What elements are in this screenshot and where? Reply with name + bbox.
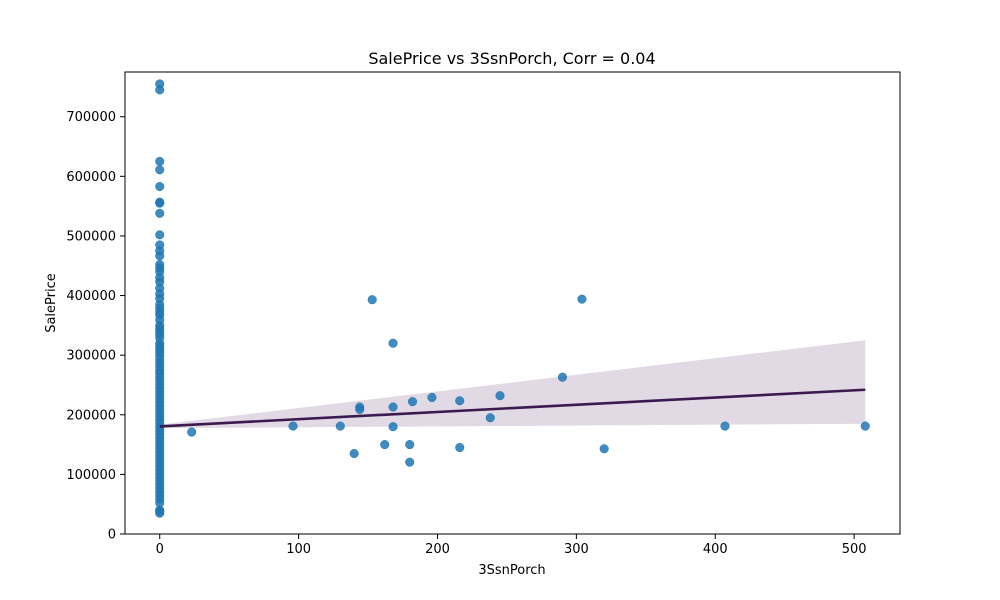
data-point	[349, 448, 359, 459]
data-point	[860, 421, 870, 431]
data-point	[388, 338, 398, 348]
y-tick-label: 300000	[66, 349, 116, 364]
y-tick-label: 0	[108, 528, 116, 543]
y-tick-label: 400000	[66, 289, 116, 304]
data-point	[155, 230, 165, 240]
x-axis-title: 3SsnPorch	[478, 563, 545, 578]
y-tick-label: 700000	[66, 110, 116, 125]
y-tick-label: 600000	[66, 170, 116, 185]
plot-area	[155, 79, 870, 518]
data-point	[557, 372, 568, 382]
data-point	[407, 397, 418, 407]
y-tick-label: 100000	[66, 468, 116, 483]
x-tick-label: 400	[703, 542, 728, 557]
data-point	[335, 421, 345, 431]
x-tick-label: 0	[156, 542, 164, 557]
data-point	[455, 396, 465, 406]
data-point	[155, 181, 165, 192]
data-point	[155, 508, 165, 518]
y-tick-label: 500000	[66, 229, 116, 244]
plot-frame	[124, 71, 901, 535]
y-tick-label: 200000	[66, 408, 116, 423]
data-point	[720, 421, 730, 431]
x-tick-label: 100	[286, 542, 311, 557]
data-point	[155, 208, 165, 218]
data-point	[405, 457, 415, 467]
data-point	[388, 422, 398, 432]
data-point	[155, 156, 165, 166]
y-axis-title: SalePrice	[44, 273, 59, 333]
data-point	[577, 294, 587, 304]
data-point	[155, 85, 165, 95]
data-point	[288, 421, 298, 431]
x-tick-label: 300	[564, 542, 589, 557]
data-point	[405, 440, 415, 450]
regression-line	[159, 388, 866, 428]
data-point	[355, 404, 365, 414]
data-point	[380, 440, 390, 450]
data-point	[495, 391, 505, 401]
chart-title: SalePrice vs 3SsnPorch, Corr = 0.04	[368, 49, 655, 68]
data-point	[367, 295, 377, 305]
x-tick-label: 200	[425, 542, 450, 557]
data-point	[599, 444, 609, 454]
data-point	[155, 251, 165, 261]
axes: 0 100 200 300 400 500 0 100000 200000 300000 40000…	[66, 71, 901, 557]
data-point	[187, 427, 197, 437]
data-point	[388, 402, 398, 412]
data-point	[155, 198, 165, 208]
data-point	[485, 413, 495, 423]
data-point	[155, 165, 165, 175]
data-point	[455, 443, 465, 453]
confidence-band	[159, 340, 866, 429]
data-point	[427, 392, 437, 403]
x-tick-label: 500	[842, 542, 867, 557]
